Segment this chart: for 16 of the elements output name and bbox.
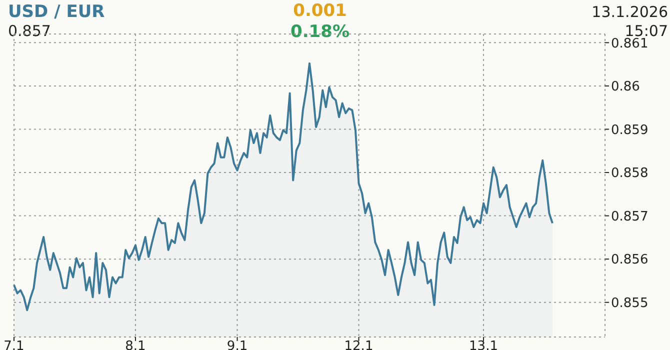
annotation: 0.18% (290, 22, 350, 42)
y-tick-label: 0.855 (611, 296, 648, 311)
x-tick-label: 9.1 (226, 339, 248, 350)
x-tick-label: 7.1 (4, 339, 24, 350)
y-tick-label: 0.861 (611, 36, 648, 52)
text: 13.1.2026 (592, 3, 668, 21)
y-tick-label: 0.858 (611, 166, 648, 182)
x-tick-label: 12.1 (344, 339, 374, 350)
x-tick-label: 8.1 (125, 339, 146, 350)
text: 0.001 (293, 1, 347, 21)
y-tick-label: 0.857 (611, 209, 648, 224)
x-tick-label: 13.1 (469, 339, 498, 350)
y-tick-label: 0.859 (611, 122, 648, 138)
y-tick-label: 0.856 (611, 252, 648, 268)
y-tick-label: 0.86 (611, 80, 640, 95)
chart-title: USD / EUR (8, 2, 105, 22)
